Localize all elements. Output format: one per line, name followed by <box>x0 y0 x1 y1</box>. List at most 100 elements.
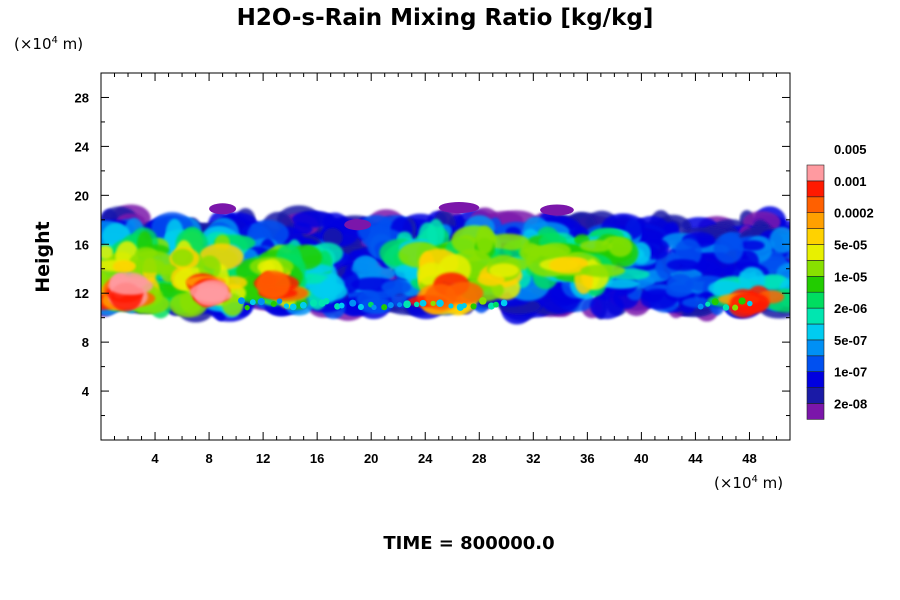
time-label: TIME = 800000.0 <box>383 533 554 554</box>
chart-title: H2O-s-Rain Mixing Ratio [kg/kg] <box>237 5 654 31</box>
field-blob <box>209 203 237 215</box>
field-blob <box>237 297 245 305</box>
y-axis-ticks: 4 8 12 16 20 24 28 <box>75 90 790 417</box>
field-blob <box>602 278 640 289</box>
field-blob <box>256 270 291 299</box>
field-blob <box>479 297 487 305</box>
x-tick-label: 32 <box>526 451 540 466</box>
field-blob <box>427 218 445 250</box>
field-blob <box>270 300 277 307</box>
field-blob <box>666 273 694 294</box>
field-blob <box>580 264 626 278</box>
field-blob <box>579 239 613 253</box>
x-tick-label: 36 <box>580 451 594 466</box>
x-unit-tail: m) <box>758 474 783 492</box>
colorbar-label: 5e-07 <box>834 333 867 348</box>
field-blob <box>711 298 719 306</box>
field-blob <box>740 240 765 251</box>
y-tick-label: 16 <box>75 237 89 252</box>
field-blob <box>500 299 508 307</box>
field-blob <box>371 304 377 310</box>
x-tick-label: 4 <box>151 451 159 466</box>
colorbar-swatch <box>806 212 825 229</box>
field-blob <box>697 303 704 310</box>
colorbar-swatch <box>806 260 825 277</box>
field-blob <box>397 302 403 308</box>
field-blob <box>732 304 739 311</box>
field-blob <box>357 303 365 311</box>
colorbar-swatch <box>806 403 825 420</box>
y-tick-label: 28 <box>75 90 89 105</box>
field-blob <box>448 303 454 309</box>
field-blob <box>356 290 381 308</box>
colorbar-label: 0.0002 <box>834 206 874 221</box>
y-tick-label: 24 <box>75 139 90 154</box>
x-tick-label: 28 <box>472 451 486 466</box>
field-blob <box>475 225 494 255</box>
field-blob <box>381 304 388 311</box>
field-blob <box>381 279 412 295</box>
field-blob <box>430 300 436 307</box>
x-axis-ticks: 4 8 12 16 20 24 28 32 36 40 44 48 <box>114 73 777 466</box>
colorbar-swatch <box>806 180 825 198</box>
colorbar-label: 5e-05 <box>834 238 867 253</box>
field-blob <box>323 298 330 305</box>
plot-frame <box>100 72 791 441</box>
y-tick-label: 20 <box>75 188 89 203</box>
y-tick-label: 8 <box>82 335 89 350</box>
x-unit-label: (×104 m) <box>714 474 783 492</box>
field-blob <box>705 301 711 307</box>
colorbar-label: 1e-07 <box>834 365 867 380</box>
field-blob <box>322 227 343 248</box>
x-tick-label: 40 <box>634 451 648 466</box>
y-unit-label: (×104 m) <box>14 35 83 53</box>
field-blob <box>489 263 519 278</box>
colorbar-label: 2e-08 <box>834 397 867 412</box>
colorbar: 2e-08 1e-07 5e-07 2e-06 1e-05 5e-05 0.0002 0.00… <box>806 142 874 420</box>
field-blob <box>747 300 753 307</box>
field-blob <box>289 303 297 311</box>
colorbar-swatch <box>806 323 825 341</box>
field-blob <box>666 259 699 271</box>
y-unit-exponent: 4 <box>52 35 58 46</box>
field-blob <box>722 304 730 311</box>
field-blob <box>171 248 194 267</box>
field-blob <box>403 300 411 309</box>
colorbar-label: 2e-06 <box>834 301 867 316</box>
field-blob <box>107 276 154 295</box>
mixing-ratio-field <box>101 202 790 325</box>
colorbar-swatch <box>806 387 825 404</box>
x-tick-label: 12 <box>256 451 270 466</box>
x-tick-label: 24 <box>418 451 433 466</box>
colorbar-label: 0.001 <box>834 174 867 189</box>
x-tick-label: 48 <box>742 451 756 466</box>
colorbar-label: 0.005 <box>834 142 867 157</box>
field-blob <box>589 293 624 320</box>
field-blob <box>101 245 113 260</box>
field-blob <box>548 256 588 274</box>
x-unit-exponent: 4 <box>752 474 758 485</box>
colorbar-swatch <box>806 307 825 325</box>
y-unit-tail: m) <box>58 35 83 53</box>
colorbar-swatch <box>806 164 825 182</box>
field-blob <box>344 219 372 231</box>
y-tick-label: 4 <box>82 384 90 399</box>
colorbar-swatch <box>806 244 825 261</box>
field-blob <box>135 247 157 259</box>
x-tick-label: 8 <box>205 451 212 466</box>
field-blob <box>413 301 420 308</box>
field-blob <box>461 303 467 309</box>
field-blob <box>608 236 633 257</box>
x-tick-label: 44 <box>688 451 703 466</box>
colorbar-swatch <box>806 371 825 388</box>
field-blob <box>257 298 265 306</box>
field-blob <box>300 301 307 309</box>
field-blob <box>244 304 250 311</box>
colorbar-label: 1e-05 <box>834 269 867 284</box>
field-blob <box>349 299 357 307</box>
plot-area <box>101 202 790 325</box>
y-unit-text: (×10 <box>14 35 52 53</box>
field-blob <box>310 299 318 307</box>
colorbar-swatch <box>806 275 825 293</box>
